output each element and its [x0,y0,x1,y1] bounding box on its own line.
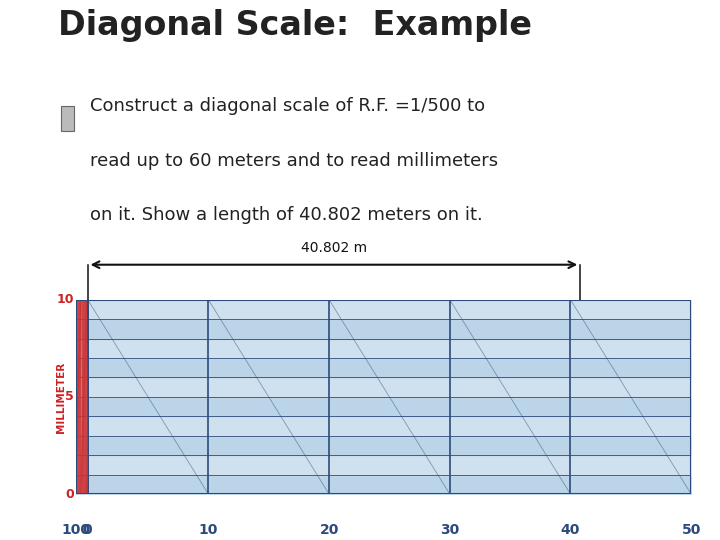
Text: read up to 60 meters and to read millimeters: read up to 60 meters and to read millime… [90,152,498,170]
Text: 20: 20 [320,523,339,537]
Text: on it. Show a length of 40.802 meters on it.: on it. Show a length of 40.802 meters on… [90,206,482,224]
FancyBboxPatch shape [61,106,74,131]
Text: 0: 0 [83,523,92,537]
Text: 5: 5 [65,390,73,403]
Text: 0: 0 [65,488,73,501]
Text: Diagonal Scale:  Example: Diagonal Scale: Example [58,9,531,43]
Text: 50: 50 [682,523,701,537]
Text: 40: 40 [561,523,580,537]
Text: Construct a diagonal scale of R.F. =1/500 to: Construct a diagonal scale of R.F. =1/50… [90,97,485,116]
Text: 100: 100 [61,523,90,537]
Text: 10: 10 [199,523,218,537]
Text: 10: 10 [56,293,73,306]
Text: 30: 30 [440,523,459,537]
Text: 40.802 m: 40.802 m [301,241,367,255]
Text: MILLIMETER: MILLIMETER [56,361,66,433]
